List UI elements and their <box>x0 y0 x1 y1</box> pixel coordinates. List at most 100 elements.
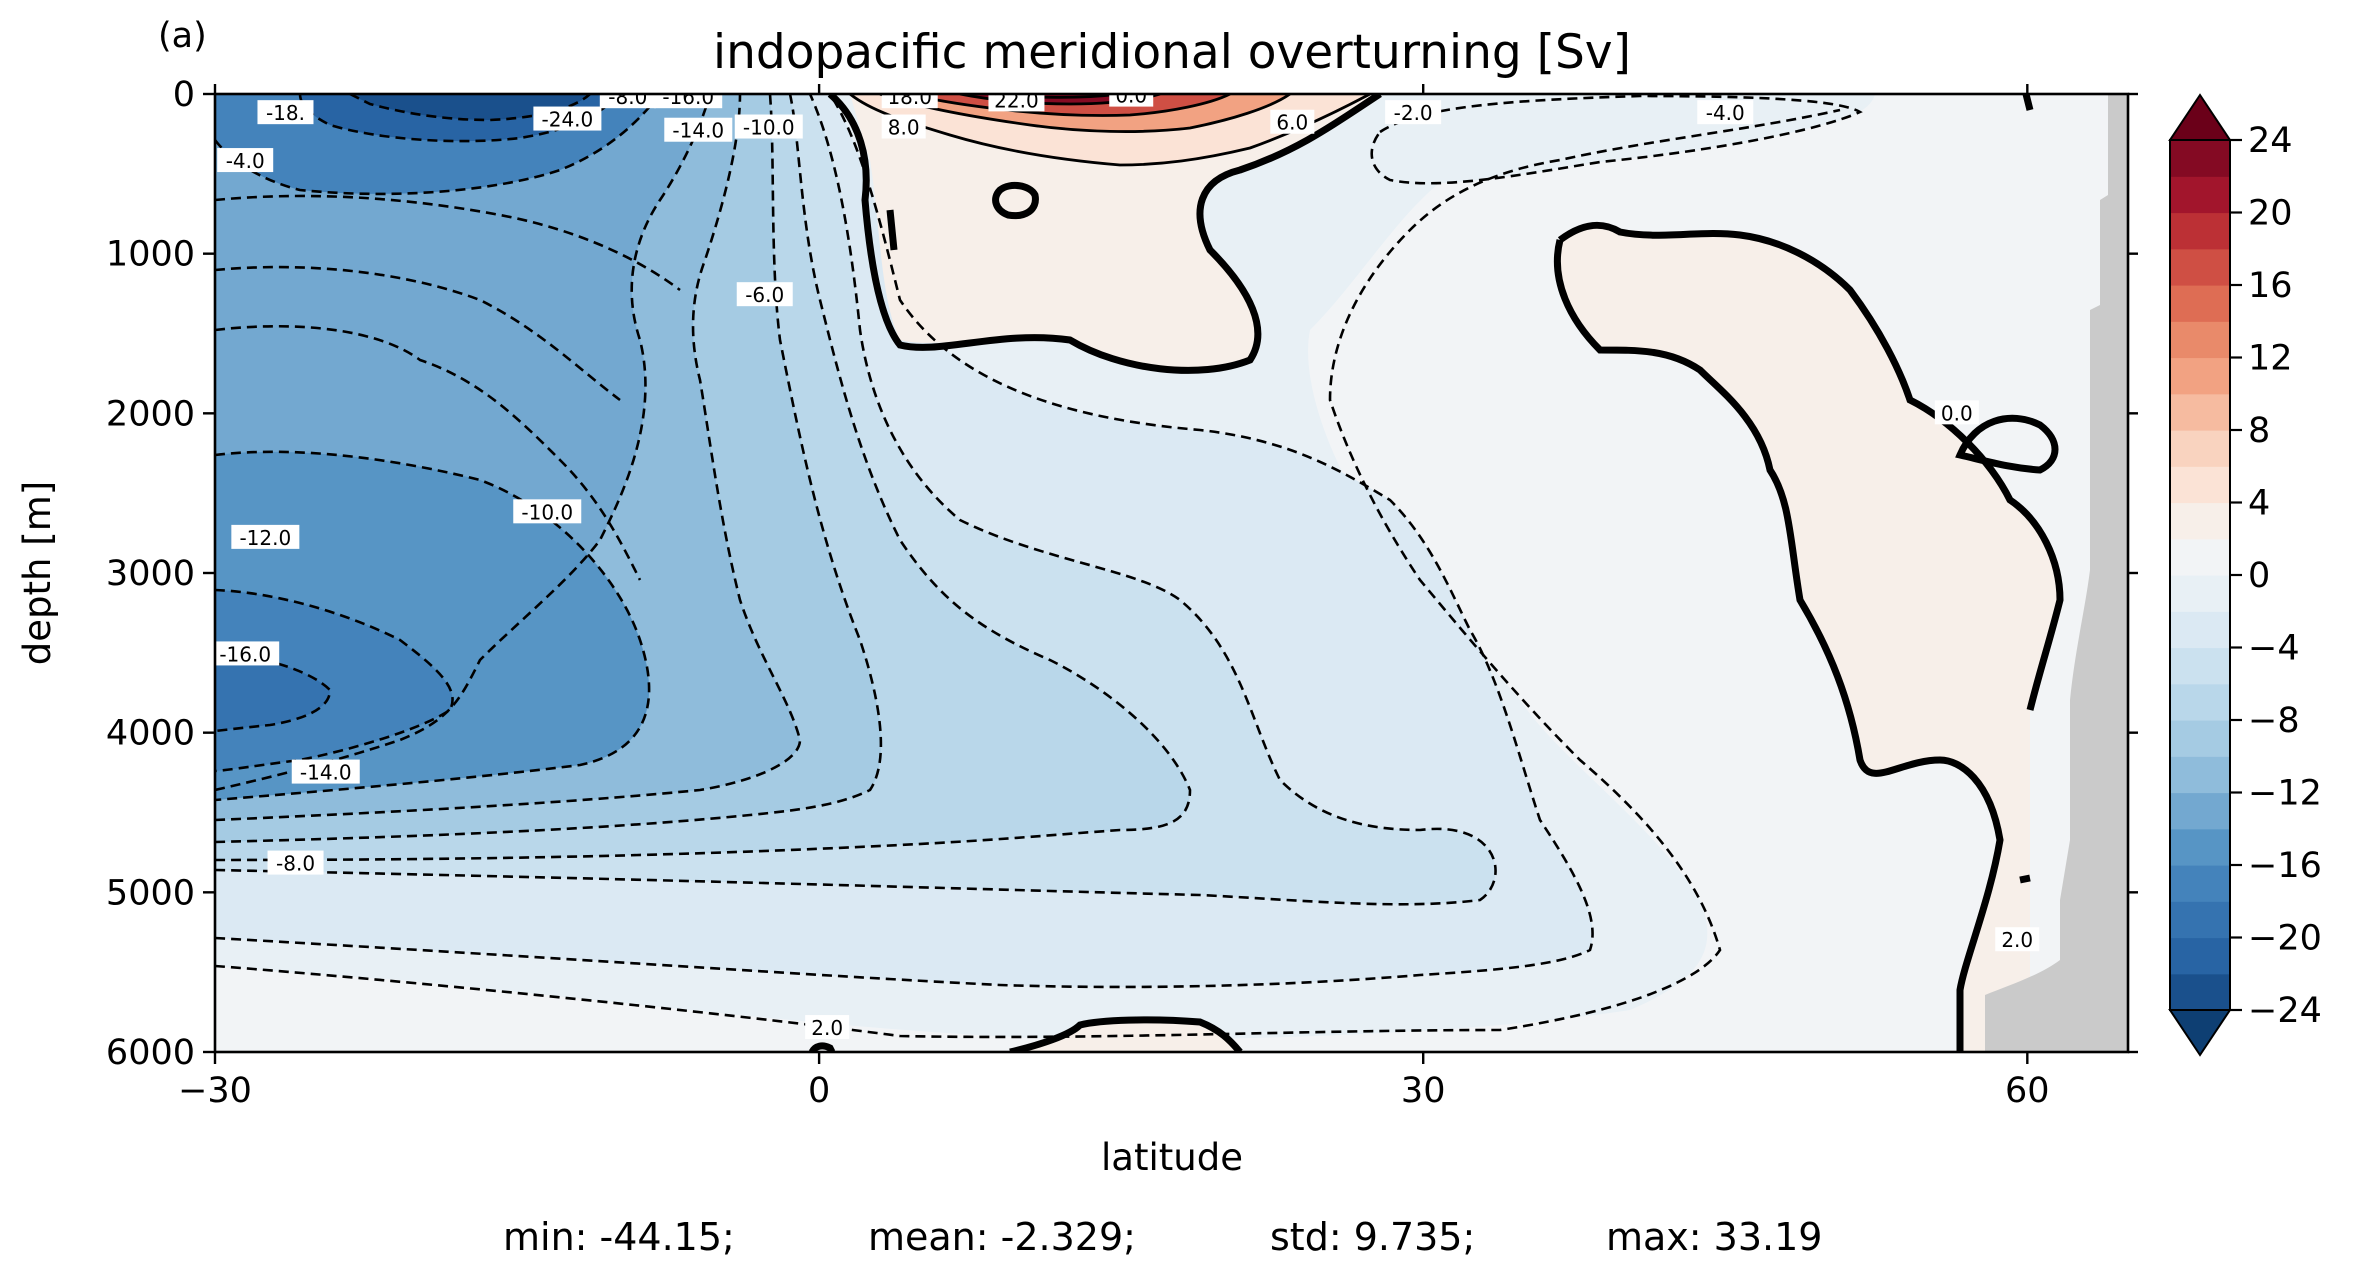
y-tick-label: 6000 <box>106 1033 195 1073</box>
y-tick-label: 5000 <box>106 873 195 913</box>
contour-label: 0.0 <box>1941 401 1973 425</box>
colorbar-band <box>2170 720 2230 757</box>
colorbar-tick-label: 20 <box>2248 194 2293 234</box>
stat-mean: mean: -2.329; <box>868 1215 1136 1259</box>
x-tick-label: 0 <box>808 1071 830 1111</box>
band-upper-cell-3 <box>350 94 590 120</box>
contour-label: 8.0 <box>888 116 920 140</box>
contour-label-bg <box>215 641 280 666</box>
colorbar-tick-label: 4 <box>2248 484 2270 524</box>
y-tick-label: 3000 <box>106 554 195 594</box>
contour-label: -10.0 <box>743 116 795 140</box>
contour-label: -18. <box>266 101 305 125</box>
x-axis-label: latitude <box>1101 1136 1243 1179</box>
contour-label-bg <box>1385 100 1442 125</box>
colorbar-band <box>2170 357 2230 395</box>
colorbar-tick-label: −4 <box>2248 629 2300 669</box>
contour-label-bg <box>988 94 1045 112</box>
contour-label: -14.0 <box>672 119 724 143</box>
colorbar-band <box>2170 828 2230 866</box>
x-axis: −30 0 30 60 <box>178 84 2050 1111</box>
contour-label-bg <box>1697 100 1754 125</box>
contour-label-bg <box>533 106 602 131</box>
contour-label: 6.0 <box>1276 111 1308 135</box>
colorbar-band <box>2170 430 2230 467</box>
colorbar-band <box>2170 393 2230 431</box>
x-tick-label: −30 <box>178 1071 252 1111</box>
contour-labels: -18. -8.0 -16.0 -24.0 -14.0 -4.0 -10.0 -6.0 -10.… <box>215 84 2040 1040</box>
colorbar-tick-label: 0 <box>2248 556 2270 596</box>
colorbar-tick-label: 16 <box>2248 266 2293 306</box>
y-tick-label: 2000 <box>106 394 195 434</box>
contour-label-bg <box>1109 94 1154 107</box>
contour-label: -8.0 <box>276 852 315 876</box>
contour-label: -2.0 <box>1394 101 1433 125</box>
colorbar-band <box>2170 792 2230 830</box>
contour-label-bg <box>881 114 926 139</box>
contour-label: -24.0 <box>542 108 594 132</box>
y-tick-label: 0 <box>173 75 195 115</box>
colorbar-band <box>2170 647 2230 685</box>
colorbar-tick-label: −12 <box>2248 774 2322 814</box>
colorbar-band <box>2170 140 2230 177</box>
colorbar-tick-label: −24 <box>2248 991 2322 1031</box>
colorbar-extend-min <box>2168 1009 2232 1057</box>
y-axis-label: depth [m] <box>16 481 59 665</box>
colorbar-tick-label: 12 <box>2248 339 2293 379</box>
contour-label: -10.0 <box>521 500 573 524</box>
contour-label-bg <box>513 499 582 524</box>
contour-label-bg <box>267 850 324 875</box>
colorbar-band <box>2170 575 2230 612</box>
colorbar-band <box>2170 756 2230 794</box>
y-tick-label: 4000 <box>106 714 195 754</box>
contour-label-bg <box>599 94 656 109</box>
colorbar-band <box>2170 466 2230 504</box>
contour-label-bg <box>1995 927 2040 952</box>
stats-line: min: -44.15; mean: -2.329; std: 9.735; m… <box>503 1215 1822 1259</box>
colorbar-band <box>2170 683 2230 721</box>
contour-label: 18.0 <box>887 85 932 109</box>
zero-contours <box>808 94 2064 1052</box>
contour-label: -16.0 <box>662 85 714 109</box>
x-tick-label: 30 <box>1401 1071 1446 1111</box>
colorbar-band <box>2170 611 2230 649</box>
colorbar-tick-label: −16 <box>2248 846 2322 886</box>
band-positive-north-deep <box>1557 225 2060 1052</box>
contour-label: -16.0 <box>219 642 271 666</box>
contour-label: 0.0 <box>1115 84 1147 108</box>
band-minus16-to-minus20-deep <box>215 590 453 771</box>
panel-label: (a) <box>158 16 207 56</box>
contour-label: -4.0 <box>1706 101 1745 125</box>
colorbar-band <box>2170 973 2230 1011</box>
colorbar-tick-label: −8 <box>2248 701 2300 741</box>
colorbar: 24 20 16 12 8 4 0 −4 −8 −12 −16 −20 −24 <box>2168 93 2322 1057</box>
contour-label-bg <box>217 148 274 173</box>
land-mask <box>1985 94 2128 1052</box>
contour-label-bg <box>736 282 793 307</box>
colorbar-band <box>2170 865 2230 902</box>
chart-title: indopacific meridional overturning [Sv] <box>713 25 1631 80</box>
contour-label: 22.0 <box>994 88 1039 112</box>
colorbar-band <box>2170 502 2230 540</box>
contour-label-bg <box>805 1015 850 1040</box>
colorbar-band <box>2170 248 2230 286</box>
plot-area: -18. -8.0 -16.0 -24.0 -14.0 -4.0 -10.0 -6.0 -10.… <box>215 84 2128 1052</box>
colorbar-band <box>2170 285 2230 322</box>
colorbar-tick-label: −20 <box>2248 919 2322 959</box>
contour-label-bg <box>231 524 300 549</box>
stat-min: min: -44.15; <box>503 1215 735 1259</box>
colorbar-tick-label: 8 <box>2248 411 2270 451</box>
negative-contours <box>215 94 1863 1039</box>
y-tick-label: 1000 <box>106 235 195 275</box>
contour-label-bg <box>291 759 360 784</box>
contour-label-bg <box>257 100 314 125</box>
contour-label-bg <box>734 114 803 139</box>
contour-label-bg <box>654 94 723 109</box>
colorbar-band <box>2170 176 2230 214</box>
contour-label-bg <box>881 94 938 109</box>
colorbar-band <box>2170 321 2230 359</box>
stat-std: std: 9.735; <box>1270 1215 1475 1259</box>
contour-label: -4.0 <box>226 149 265 173</box>
colorbar-band <box>2170 901 2230 939</box>
